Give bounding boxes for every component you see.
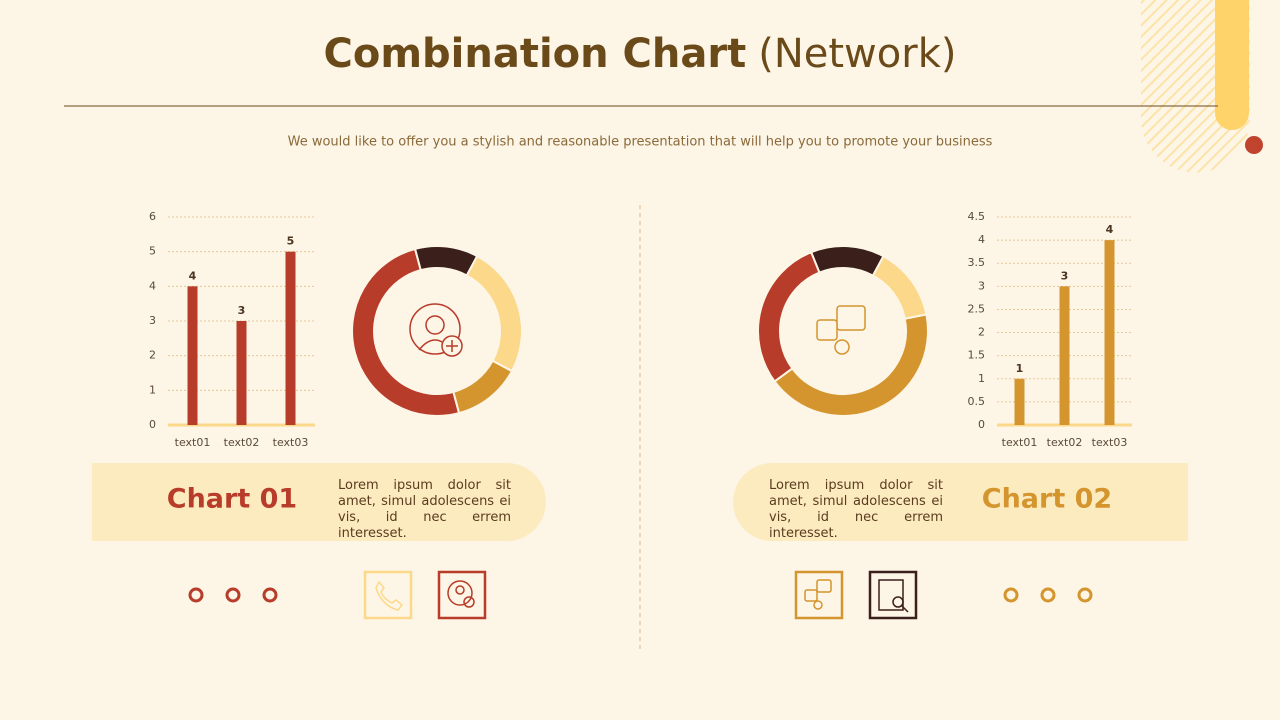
icons	[363, 570, 918, 620]
y-tick-label: 2	[978, 326, 985, 339]
panel	[733, 463, 1188, 541]
title-main: Combination Chart	[324, 31, 747, 77]
y-tick-label: 0.5	[968, 395, 986, 408]
bar	[187, 286, 198, 425]
donut-segment	[809, 245, 885, 277]
bar	[285, 251, 296, 425]
decor-pill	[1215, 0, 1249, 130]
value-label: 4	[189, 269, 197, 282]
bar	[236, 321, 247, 425]
y-tick-label: 2.5	[968, 302, 986, 315]
panel-label: Chart 02	[982, 484, 1112, 515]
x-tick-label: text03	[1092, 436, 1128, 449]
panel	[92, 463, 546, 541]
y-tick-label: 0	[978, 418, 985, 431]
y-tick-label: 4	[978, 233, 985, 246]
y-tick-label: 1	[978, 372, 985, 385]
x-tick-label: text01	[175, 436, 211, 449]
x-tick-label: text03	[273, 436, 309, 449]
y-tick-label: 4	[149, 279, 156, 292]
y-tick-label: 1	[149, 383, 156, 396]
title-suffix: (Network)	[758, 31, 956, 77]
donut-segment	[452, 359, 514, 415]
center-icon	[409, 303, 463, 357]
donut-segment	[413, 245, 479, 277]
subtitle: We would like to offer you a stylish and…	[288, 135, 993, 150]
y-tick-label: 6	[149, 210, 156, 223]
panel-label: Chart 01	[167, 484, 297, 515]
y-tick-label: 3	[149, 314, 156, 327]
value-label: 3	[238, 304, 246, 317]
value-label: 1	[1016, 362, 1024, 375]
panel-text: Lorem ipsum dolor sit amet, simul adoles…	[769, 478, 943, 541]
center-icon	[816, 305, 866, 355]
x-tick-label: text02	[224, 436, 260, 449]
donut-segment	[465, 254, 523, 373]
y-tick-label: 2	[149, 349, 156, 362]
bar	[1014, 378, 1025, 425]
y-tick-label: 1.5	[968, 349, 986, 362]
title: Combination Chart (Network)	[324, 31, 957, 77]
y-tick-label: 3	[978, 279, 985, 292]
value-label: 4	[1106, 223, 1114, 236]
y-tick-label: 3.5	[968, 256, 986, 269]
y-tick-label: 4.5	[968, 210, 986, 223]
x-tick-label: text01	[1002, 436, 1038, 449]
value-label: 5	[287, 235, 295, 248]
panel-text: Lorem ipsum dolor sit amet, simul adoles…	[338, 478, 511, 541]
donut-segment	[871, 254, 928, 320]
dots	[188, 587, 278, 603]
bar	[1104, 240, 1115, 425]
bar	[1059, 286, 1070, 425]
donut-segment	[757, 250, 821, 383]
y-tick-label: 5	[149, 245, 156, 258]
y-tick-label: 0	[149, 418, 156, 431]
value-label: 3	[1061, 269, 1069, 282]
x-tick-label: text02	[1047, 436, 1083, 449]
decor-dot	[1245, 136, 1263, 154]
donut-segment	[351, 247, 461, 417]
dots	[1003, 587, 1093, 603]
